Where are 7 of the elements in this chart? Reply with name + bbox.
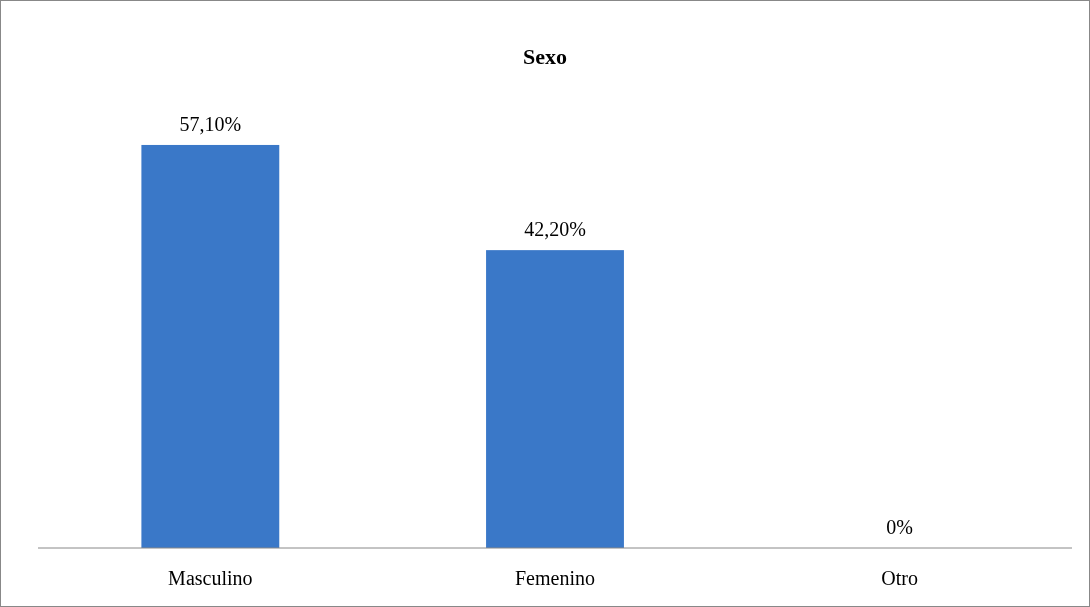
chart-title: Sexo	[523, 44, 567, 69]
x-tick-label: Femenino	[515, 567, 595, 589]
data-label: 42,20%	[524, 218, 586, 241]
data-label: 0%	[886, 516, 913, 538]
data-label: 57,10%	[179, 112, 242, 135]
x-tick-label: Masculino	[168, 567, 253, 589]
x-tick-label: Otro	[881, 567, 918, 589]
